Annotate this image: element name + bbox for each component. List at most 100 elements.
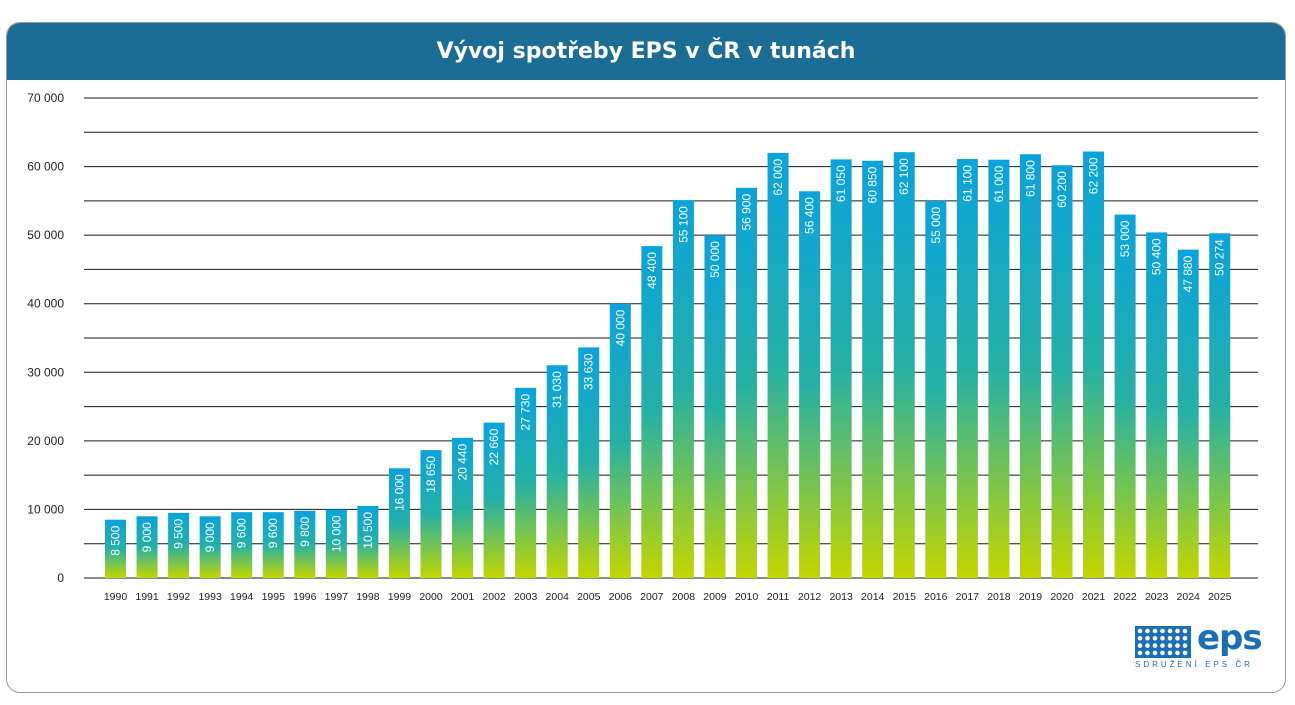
y-tick-label: 0 xyxy=(57,571,64,585)
data-label: 62 200 xyxy=(1087,157,1101,194)
data-label: 61 050 xyxy=(834,165,848,202)
data-label: 20 440 xyxy=(456,444,470,481)
logo-subtitle: SDRUŽENÍ EPS ČR xyxy=(1135,660,1253,669)
x-tick-label: 2009 xyxy=(703,591,727,603)
data-label: 50 000 xyxy=(708,241,722,278)
x-tick-label: 1990 xyxy=(104,591,128,603)
x-tick-label: 2018 xyxy=(987,591,1011,603)
logo-dot xyxy=(1152,628,1158,634)
data-label: 62 100 xyxy=(897,158,911,195)
bar xyxy=(956,159,978,578)
logo-dot xyxy=(1182,628,1188,634)
logo-dot xyxy=(1182,636,1188,641)
eps-logo: eps SDRUŽENÍ EPS ČR xyxy=(1135,618,1263,670)
bar xyxy=(325,509,347,578)
title-bar: Vývoj spotřeby EPS v ČR v tunách xyxy=(7,23,1285,80)
logo-dot xyxy=(1175,636,1180,641)
data-label: 56 900 xyxy=(740,194,754,231)
bar xyxy=(294,510,316,578)
bar xyxy=(136,516,158,578)
data-label: 10 500 xyxy=(361,512,375,549)
x-tick-label: 2011 xyxy=(767,591,790,603)
bar xyxy=(893,152,915,578)
x-tick-label: 1996 xyxy=(293,591,317,603)
x-tick-label: 2003 xyxy=(514,591,538,603)
x-tick-label: 2013 xyxy=(829,591,853,603)
bar xyxy=(704,235,726,578)
logo-dot xyxy=(1167,650,1173,656)
y-tick-label: 60 000 xyxy=(27,160,64,174)
x-tick-label: 1999 xyxy=(388,591,412,603)
bar xyxy=(736,187,757,579)
logo-dot xyxy=(1145,628,1150,634)
x-tick-label: 2021 xyxy=(1082,591,1106,603)
data-label: 61 100 xyxy=(960,165,974,202)
logo-dot xyxy=(1137,643,1143,648)
logo-dot xyxy=(1182,650,1188,656)
bar xyxy=(799,191,821,578)
logo-dot xyxy=(1160,650,1165,656)
logo-dot xyxy=(1175,643,1180,648)
x-tick-label: 2012 xyxy=(798,591,822,603)
x-tick-label: 2000 xyxy=(419,591,443,603)
data-label: 10 000 xyxy=(329,515,343,552)
x-tick-label: 2024 xyxy=(1177,591,1201,603)
data-label: 9 800 xyxy=(298,516,312,546)
data-label: 9 600 xyxy=(266,518,280,548)
y-tick-label: 70 000 xyxy=(27,91,64,105)
data-label: 61 800 xyxy=(1023,160,1037,197)
chart-card: Vývoj spotřeby EPS v ČR v tunách xyxy=(6,22,1286,693)
logo-dot xyxy=(1145,636,1150,641)
bar xyxy=(420,450,442,578)
x-tick-label: 2008 xyxy=(672,591,696,603)
x-tick-label: 2020 xyxy=(1050,591,1074,603)
x-tick-label: 2015 xyxy=(893,591,917,603)
bar xyxy=(1083,151,1105,578)
logo-dot xyxy=(1160,643,1165,648)
bar xyxy=(641,246,663,578)
x-tick-label: 1991 xyxy=(135,591,159,603)
data-label: 33 630 xyxy=(582,353,596,390)
logo-dot xyxy=(1167,628,1173,634)
x-tick-label: 2014 xyxy=(861,591,885,603)
x-tick-label: 2002 xyxy=(482,591,506,603)
logo-dots-pattern xyxy=(1137,628,1188,656)
data-label: 56 400 xyxy=(803,197,817,234)
chart-title: Vývoj spotřeby EPS v ČR v tunách xyxy=(436,39,856,64)
data-label: 22 660 xyxy=(487,428,501,465)
logo-dot xyxy=(1182,643,1188,648)
data-label: 48 400 xyxy=(645,252,659,289)
y-tick-label: 40 000 xyxy=(27,297,64,311)
x-tick-label: 2006 xyxy=(609,591,633,603)
logo-dot xyxy=(1160,628,1165,634)
x-tick-label: 2025 xyxy=(1208,591,1232,603)
x-tick-label: 2010 xyxy=(735,591,759,603)
y-tick-label: 10 000 xyxy=(27,502,64,516)
data-label: 31 030 xyxy=(550,371,564,408)
data-label: 40 000 xyxy=(613,309,627,346)
bar xyxy=(830,159,852,578)
data-label: 9 000 xyxy=(140,522,154,552)
x-tick-label: 2016 xyxy=(924,591,948,603)
logo-dot xyxy=(1152,636,1158,641)
x-tick-label: 2019 xyxy=(1019,591,1043,603)
logo-dot xyxy=(1167,636,1173,641)
bar xyxy=(199,516,221,578)
y-tick-label: 20 000 xyxy=(27,434,64,448)
bar xyxy=(578,347,600,578)
bar xyxy=(609,303,631,578)
logo-dot xyxy=(1137,650,1143,656)
logo-dot xyxy=(1175,628,1180,634)
bar xyxy=(388,468,410,578)
data-label: 27 730 xyxy=(519,394,533,431)
x-tick-label: 1997 xyxy=(325,591,349,603)
data-label: 47 880 xyxy=(1181,255,1195,292)
data-label: 60 200 xyxy=(1055,171,1069,208)
bar xyxy=(231,512,253,578)
logo-dot xyxy=(1152,643,1158,648)
y-tick-label: 30 000 xyxy=(27,365,64,379)
data-label: 9 000 xyxy=(203,522,217,552)
bar xyxy=(357,506,379,578)
logo-dot xyxy=(1160,636,1165,641)
x-tick-label: 1992 xyxy=(167,591,191,603)
